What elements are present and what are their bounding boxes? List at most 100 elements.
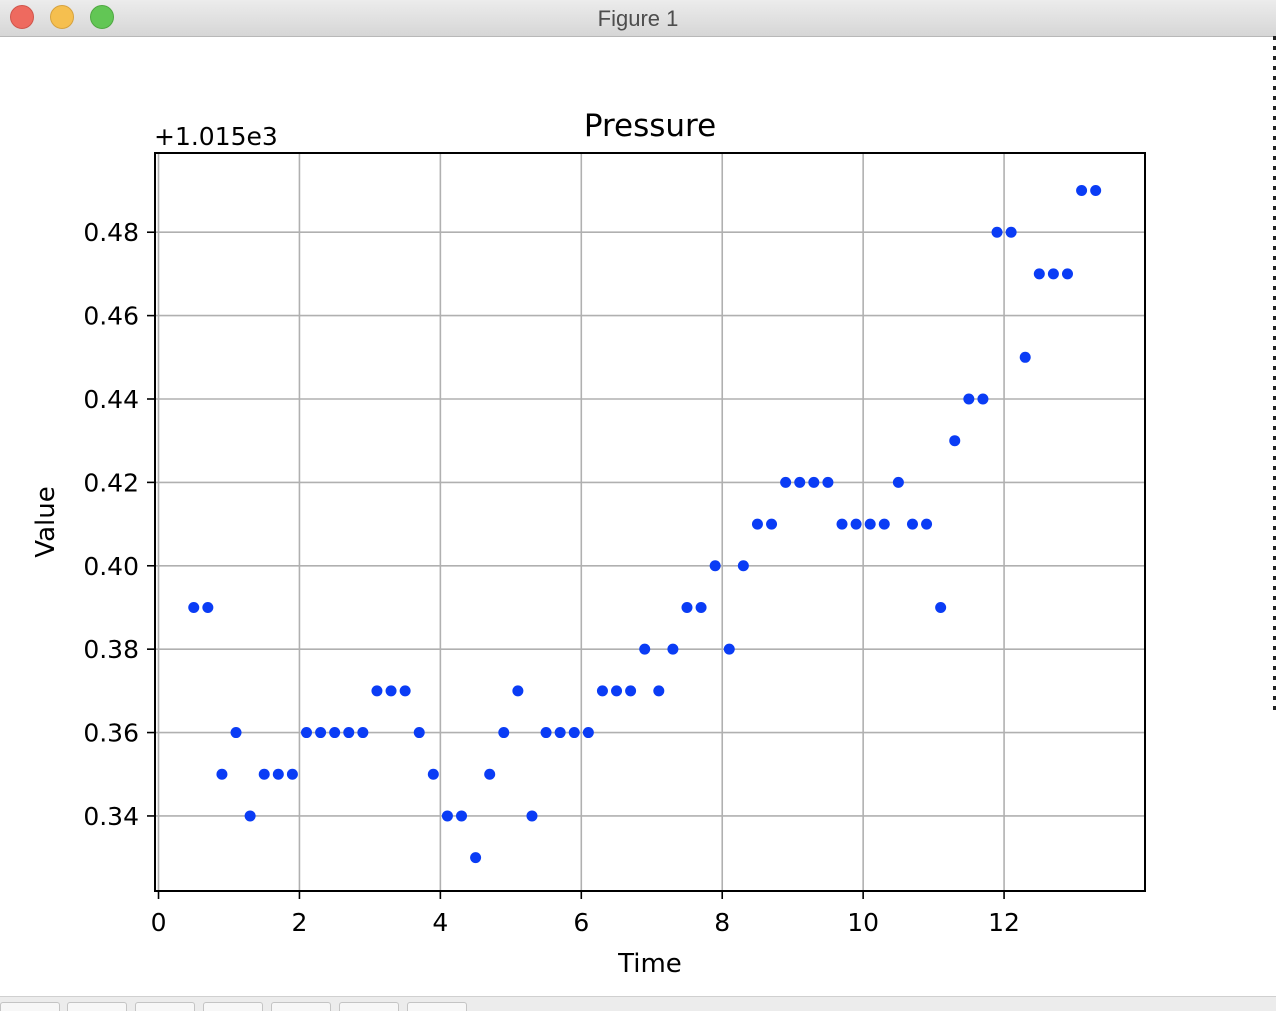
data-point [470,852,482,864]
y-tick-label: 0.38 [83,635,139,664]
data-point [512,685,524,697]
data-point [399,685,411,697]
data-point [540,727,552,739]
data-point [850,518,862,530]
data-point [766,518,778,530]
minimize-window-button[interactable] [50,5,74,29]
x-axis-label: Time [617,949,682,979]
toolbar-back-button[interactable] [67,1002,127,1011]
data-point [315,727,327,739]
y-tick-label: 0.46 [83,302,139,331]
x-tick-label: 10 [847,908,879,937]
data-point [906,518,918,530]
data-point [1047,268,1059,280]
data-point [625,685,637,697]
y-tick-label: 0.34 [83,802,139,831]
data-point [582,727,594,739]
data-point [202,601,214,613]
tick-labels: 0 2 4 6 8 10 12 0.34 0.36 0.38 0.40 0.42 0.44 0.46 0.4… [83,218,1020,937]
x-tick-label: 0 [151,908,167,937]
data-point [667,643,679,655]
data-point [723,643,735,655]
data-point [1019,351,1031,363]
data-point [653,685,665,697]
y-tick-label: 0.40 [83,552,139,581]
x-tick-label: 2 [291,908,307,937]
x-tick-label: 6 [573,908,589,937]
data-point [188,601,200,613]
data-point [977,393,989,405]
data-point [286,768,298,780]
data-point [794,476,806,488]
data-point [596,685,608,697]
y-tick-label: 0.42 [83,468,139,497]
data-point [695,601,707,613]
y-tick-label: 0.44 [83,385,139,414]
data-point [681,601,693,613]
data-point [1005,226,1017,238]
data-point [329,727,341,739]
toolbar-home-button[interactable] [0,1002,60,1011]
data-point [272,768,284,780]
data-point [737,560,749,572]
toolbar-zoom-button[interactable] [271,1002,331,1011]
data-point [385,685,397,697]
data-point [892,476,904,488]
data-point [864,518,876,530]
data-point [836,518,848,530]
data-point [991,226,1003,238]
y-tick-label: 0.48 [83,218,139,247]
x-tick-label: 4 [432,908,448,937]
window-edge [1273,36,1276,710]
y-offset-label: +1.015e3 [154,122,278,151]
data-point [244,810,256,822]
zoom-window-button[interactable] [90,5,114,29]
data-point [484,768,496,780]
data-point [780,476,792,488]
data-point [498,727,510,739]
close-window-button[interactable] [10,5,34,29]
data-point [639,643,651,655]
y-axis-label: Value [31,486,61,557]
data-point [230,727,242,739]
data-point [878,518,890,530]
toolbar-configure-button[interactable] [339,1002,399,1011]
data-point [568,727,580,739]
data-point [526,810,538,822]
data-point [456,810,468,822]
data-point [709,560,721,572]
toolbar-forward-button[interactable] [135,1002,195,1011]
data-point [1076,185,1088,197]
data-point [751,518,763,530]
data-point [935,601,947,613]
data-point [963,393,975,405]
x-tick-label: 8 [714,908,730,937]
data-point [258,768,270,780]
data-point [1033,268,1045,280]
data-point [300,727,312,739]
data-point [413,727,425,739]
axes-frame [154,152,1146,892]
data-point [441,810,453,822]
window-titlebar: Figure 1 [0,0,1276,37]
figure-toolbar [0,996,1276,1011]
data-point [921,518,933,530]
data-point [611,685,623,697]
gridlines [155,153,1145,891]
data-point [554,727,566,739]
data-point [357,727,369,739]
toolbar-save-button[interactable] [407,1002,467,1011]
y-tick-label: 0.36 [83,719,139,748]
window-title: Figure 1 [597,6,679,31]
x-tick-label: 12 [988,908,1020,937]
data-point [1061,268,1073,280]
tick-marks [147,231,1005,899]
toolbar-pan-button[interactable] [203,1002,263,1011]
data-points [188,185,1102,864]
data-point [949,435,961,447]
data-point [427,768,439,780]
data-point [1090,185,1102,197]
data-point [343,727,355,739]
chart-title: Pressure [584,108,716,144]
